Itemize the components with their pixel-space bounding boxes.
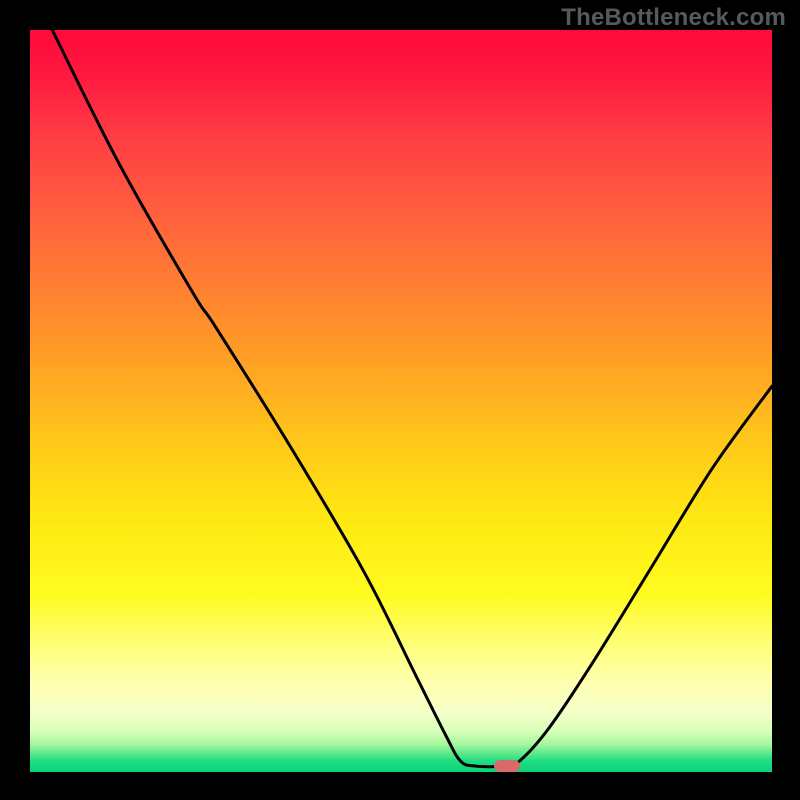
optimal-marker [494,760,521,772]
plot-area [30,30,772,772]
curve-svg [30,30,772,772]
bottleneck-curve [52,30,772,767]
watermark-text: TheBottleneck.com [561,4,786,32]
chart-stage: TheBottleneck.com [0,0,800,800]
